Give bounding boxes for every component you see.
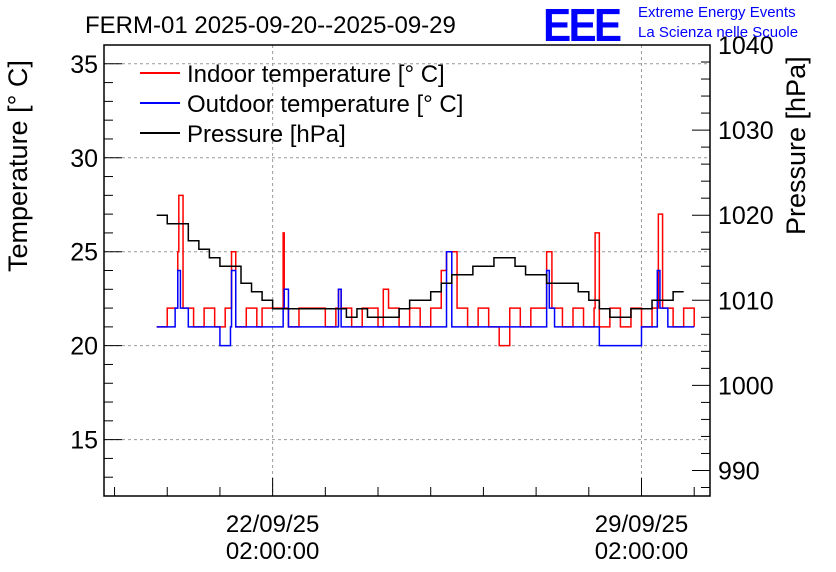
legend: Indoor temperature [° C] Outdoor temperat… bbox=[140, 61, 463, 148]
series-line-1 bbox=[156, 194, 695, 347]
y2-tick-label: 1000 bbox=[718, 372, 774, 400]
y-axis-label: Temperature [° C] bbox=[3, 60, 33, 272]
x-tick-label: 02:00:00 bbox=[226, 538, 319, 565]
y-tick-label: 30 bbox=[70, 145, 98, 173]
legend-label: Indoor temperature [° C] bbox=[187, 61, 445, 88]
chart-title: FERM-01 2025-09-20--2025-09-29 bbox=[85, 12, 456, 39]
y2-tick-label: 1030 bbox=[718, 117, 774, 145]
legend-label: Pressure [hPa] bbox=[187, 121, 346, 148]
eee-logo-mark: EEE bbox=[543, 0, 622, 51]
y-tick-label: 25 bbox=[70, 239, 98, 267]
logo-line-1: Extreme Energy Events bbox=[638, 4, 796, 21]
series-line-3 bbox=[156, 214, 684, 319]
y-tick-label: 35 bbox=[70, 51, 98, 79]
logo-line-2: La Scienza nelle Scuole bbox=[638, 24, 799, 41]
y2-tick-label: 1040 bbox=[718, 32, 774, 60]
y2-tick-label: 1010 bbox=[718, 287, 774, 315]
y-tick-label: 20 bbox=[70, 333, 98, 361]
y-tick-label: 15 bbox=[70, 427, 98, 455]
legend-label: Outdoor temperature [° C] bbox=[187, 91, 463, 118]
plot-area bbox=[156, 194, 695, 347]
x-tick-label: 22/09/25 bbox=[226, 511, 319, 538]
y2-tick-label: 990 bbox=[718, 457, 760, 485]
y2-tick-label: 1020 bbox=[718, 202, 774, 230]
x-tick-label: 29/09/25 bbox=[595, 511, 688, 538]
y2-axis-label: Pressure [hPa] bbox=[781, 56, 811, 235]
axes: 15 20 25 30 35 990 1000 1010 1020 1030 1040 22/09/2… bbox=[70, 32, 773, 565]
x-tick-label: 02:00:00 bbox=[595, 538, 688, 565]
